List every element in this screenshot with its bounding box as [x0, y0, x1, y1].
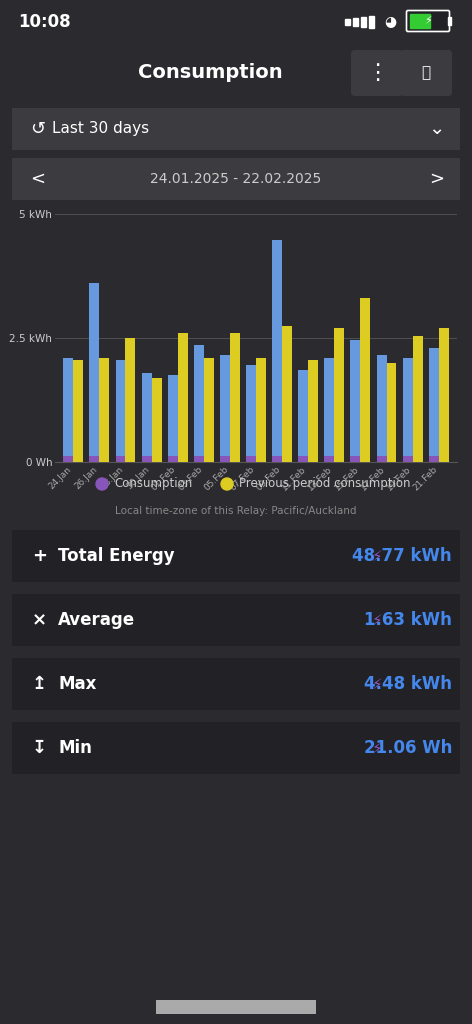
- Text: Consumption: Consumption: [114, 477, 192, 490]
- Bar: [324, 456, 334, 462]
- Bar: [361, 298, 371, 462]
- Bar: [345, 18, 350, 26]
- Bar: [246, 366, 256, 462]
- Bar: [142, 373, 152, 462]
- Text: 24.01.2025 - 22.02.2025: 24.01.2025 - 22.02.2025: [151, 172, 321, 186]
- Bar: [361, 16, 366, 28]
- Text: 1.63 kWh: 1.63 kWh: [364, 611, 452, 629]
- Text: Last 30 days: Last 30 days: [52, 122, 149, 136]
- Text: ⤢: ⤢: [421, 66, 430, 81]
- Bar: [298, 456, 308, 462]
- Text: ⌄: ⌄: [428, 120, 444, 138]
- Bar: [126, 338, 135, 462]
- Bar: [204, 357, 214, 462]
- Text: ⚡: ⚡: [372, 612, 383, 628]
- Bar: [429, 456, 439, 462]
- Text: 10:08: 10:08: [18, 13, 71, 31]
- Bar: [387, 362, 396, 462]
- Bar: [230, 333, 240, 462]
- Text: ⚡: ⚡: [372, 740, 383, 756]
- Bar: [351, 456, 361, 462]
- Bar: [448, 17, 451, 25]
- Circle shape: [221, 478, 233, 490]
- FancyBboxPatch shape: [6, 652, 466, 716]
- Bar: [377, 456, 387, 462]
- FancyBboxPatch shape: [6, 524, 466, 588]
- Text: ⚡: ⚡: [424, 16, 432, 27]
- FancyBboxPatch shape: [406, 10, 449, 32]
- Text: Average: Average: [58, 611, 135, 629]
- Text: ⋮: ⋮: [366, 63, 388, 83]
- FancyBboxPatch shape: [7, 103, 465, 155]
- Bar: [100, 357, 110, 462]
- Text: Consumption: Consumption: [138, 62, 282, 82]
- Text: Total Energy: Total Energy: [58, 547, 175, 565]
- Bar: [353, 17, 358, 27]
- Bar: [308, 360, 318, 462]
- Bar: [324, 357, 334, 462]
- Text: ↧: ↧: [32, 739, 47, 757]
- Bar: [282, 326, 292, 462]
- Text: >: >: [429, 170, 444, 188]
- Text: ⚡: ⚡: [372, 677, 383, 691]
- Bar: [142, 456, 152, 462]
- Bar: [246, 456, 256, 462]
- Bar: [116, 456, 126, 462]
- Bar: [403, 357, 413, 462]
- FancyBboxPatch shape: [351, 50, 403, 96]
- FancyBboxPatch shape: [154, 1000, 318, 1014]
- Bar: [63, 357, 73, 462]
- Text: +: +: [32, 547, 47, 565]
- Bar: [220, 456, 230, 462]
- Bar: [90, 284, 100, 462]
- Bar: [194, 456, 204, 462]
- FancyBboxPatch shape: [6, 716, 466, 780]
- Bar: [298, 371, 308, 462]
- Text: 4.48 kWh: 4.48 kWh: [364, 675, 452, 693]
- Bar: [177, 333, 187, 462]
- Bar: [220, 355, 230, 462]
- Bar: [429, 348, 439, 462]
- Bar: [351, 340, 361, 462]
- Circle shape: [96, 478, 108, 490]
- Bar: [194, 345, 204, 462]
- Bar: [272, 456, 282, 462]
- Bar: [403, 456, 413, 462]
- Bar: [90, 456, 100, 462]
- Bar: [63, 456, 73, 462]
- Text: ◕: ◕: [384, 15, 396, 29]
- Bar: [413, 336, 422, 462]
- Text: 48.77 kWh: 48.77 kWh: [353, 547, 452, 565]
- FancyBboxPatch shape: [6, 588, 466, 652]
- Bar: [377, 355, 387, 462]
- Bar: [272, 240, 282, 462]
- Bar: [168, 456, 177, 462]
- Bar: [73, 360, 83, 462]
- Bar: [439, 328, 449, 462]
- Bar: [116, 360, 126, 462]
- FancyBboxPatch shape: [7, 153, 465, 205]
- Bar: [152, 378, 161, 462]
- Text: Previous period consumption: Previous period consumption: [239, 477, 411, 490]
- Text: Max: Max: [58, 675, 96, 693]
- Text: <: <: [30, 170, 45, 188]
- Text: ↥: ↥: [32, 675, 47, 693]
- Text: 21.06 Wh: 21.06 Wh: [363, 739, 452, 757]
- FancyBboxPatch shape: [400, 50, 452, 96]
- Bar: [168, 375, 177, 462]
- Bar: [410, 14, 430, 28]
- Text: Local time-zone of this Relay: Pacific/Auckland: Local time-zone of this Relay: Pacific/A…: [115, 506, 357, 516]
- Text: ↺: ↺: [30, 120, 45, 138]
- Bar: [256, 357, 266, 462]
- Text: Min: Min: [58, 739, 92, 757]
- Text: ⚡: ⚡: [372, 549, 383, 563]
- Bar: [334, 328, 344, 462]
- Text: ⨯: ⨯: [32, 611, 47, 629]
- Bar: [369, 15, 374, 29]
